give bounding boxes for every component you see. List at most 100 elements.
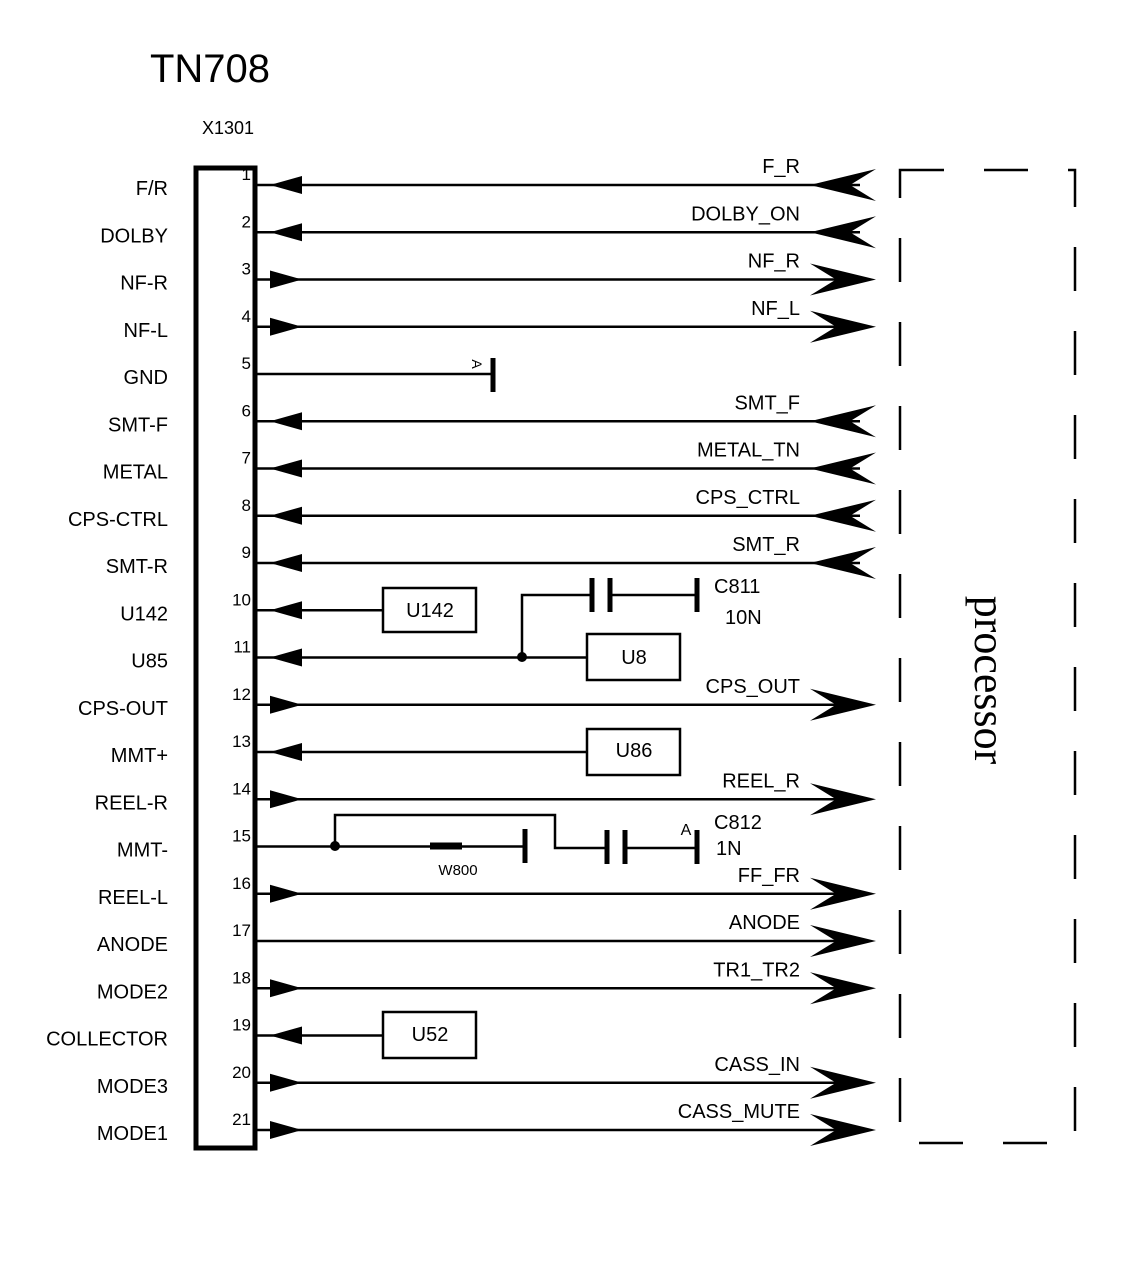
u52-label: U52 bbox=[412, 1024, 449, 1046]
pin-label: NF-R bbox=[120, 273, 168, 295]
signal-arrow bbox=[810, 547, 876, 579]
signal-label: DOLBY_ON bbox=[691, 203, 800, 225]
pin-label: U85 bbox=[131, 651, 168, 673]
signal-label: TR1_TR2 bbox=[713, 959, 800, 981]
pin-number: 13 bbox=[232, 732, 251, 751]
signal-arrow bbox=[810, 1114, 876, 1146]
pin-arrow bbox=[270, 1026, 302, 1045]
pin-label: ANODE bbox=[97, 934, 168, 956]
signal-label: REEL_R bbox=[722, 770, 800, 792]
signal-label: SMT_F bbox=[734, 392, 800, 414]
pin-label: CPS-OUT bbox=[78, 698, 168, 720]
pin-label: SMT-R bbox=[106, 556, 168, 578]
pin-label: U142 bbox=[120, 603, 168, 625]
pin-number: 8 bbox=[242, 496, 251, 515]
pin-number: 1 bbox=[242, 165, 251, 184]
signal-label: CPS_OUT bbox=[706, 676, 800, 698]
signal-arrow bbox=[810, 216, 876, 249]
pin-number: 2 bbox=[242, 212, 251, 231]
signal-label: CPS_CTRL bbox=[696, 487, 800, 509]
signal-arrow bbox=[810, 1066, 876, 1099]
signal-arrow bbox=[810, 263, 876, 296]
pin-arrow bbox=[270, 554, 302, 572]
u142-label: U142 bbox=[406, 600, 454, 622]
signal-arrow bbox=[810, 405, 876, 438]
ground-label: A bbox=[681, 822, 692, 839]
signal-arrow bbox=[810, 310, 876, 343]
pin-arrow bbox=[270, 412, 302, 431]
c812-label: C812 bbox=[714, 812, 762, 834]
processor-box bbox=[898, 168, 1077, 1145]
pin-arrow bbox=[270, 270, 302, 289]
pin-label: F/R bbox=[136, 178, 168, 200]
pin-number: 3 bbox=[242, 260, 251, 279]
pin-number: 16 bbox=[232, 874, 251, 893]
signal-arrow bbox=[810, 972, 876, 1005]
wire bbox=[520, 593, 697, 657]
pin-number: 12 bbox=[232, 685, 251, 704]
pin-label: NF-L bbox=[124, 320, 168, 342]
pin-label: MODE3 bbox=[97, 1076, 168, 1098]
pin-arrow bbox=[270, 317, 302, 336]
signal-arrow bbox=[810, 499, 876, 532]
c811-value: 10N bbox=[725, 607, 762, 629]
signal-label: NF_L bbox=[751, 298, 800, 320]
pin-number: 14 bbox=[232, 779, 251, 798]
pin-label: MMT+ bbox=[111, 745, 168, 767]
pin-arrow bbox=[270, 1073, 302, 1092]
pin-label: DOLBY bbox=[100, 225, 168, 247]
wire bbox=[333, 813, 697, 850]
pin-number: 7 bbox=[242, 449, 251, 468]
pin-arrow bbox=[270, 695, 302, 714]
pin-label: MMT- bbox=[117, 840, 168, 862]
connector-name: X1301 bbox=[202, 118, 254, 138]
signal-arrow bbox=[810, 925, 876, 957]
pin-label: METAL bbox=[103, 462, 168, 484]
w800-label: W800 bbox=[438, 862, 477, 879]
title: TN708 bbox=[150, 47, 270, 91]
signal-label: METAL_TN bbox=[697, 440, 800, 462]
pin-arrow bbox=[270, 979, 302, 998]
signal-arrow bbox=[810, 783, 876, 816]
pin-arrow bbox=[270, 176, 302, 194]
pin-label: REEL-R bbox=[95, 792, 168, 814]
u8-label: U8 bbox=[621, 647, 647, 669]
pin-number: 10 bbox=[232, 590, 251, 609]
pin-number: 6 bbox=[242, 401, 251, 420]
signal-label: CASS_IN bbox=[714, 1054, 800, 1076]
pin-arrow bbox=[270, 506, 302, 525]
pin-number: 11 bbox=[233, 638, 251, 657]
pin-number: 21 bbox=[232, 1110, 251, 1129]
pin-arrow bbox=[270, 1121, 302, 1139]
processor-label: processor bbox=[965, 596, 1014, 765]
signal-label: ANODE bbox=[729, 912, 800, 934]
pin-number: 15 bbox=[232, 827, 251, 846]
u86-label: U86 bbox=[616, 740, 653, 762]
pin-arrow bbox=[270, 743, 302, 761]
signal-label: CASS_MUTE bbox=[678, 1101, 800, 1123]
pin-number: 18 bbox=[232, 968, 251, 987]
signal-label: FF_FR bbox=[738, 865, 800, 887]
pin-number: 9 bbox=[242, 543, 251, 562]
pin-label: MODE1 bbox=[97, 1123, 168, 1145]
signal-arrow bbox=[810, 877, 876, 910]
capacitor bbox=[589, 578, 700, 612]
pin-label: SMT-F bbox=[108, 414, 168, 436]
signal-label: F_R bbox=[762, 156, 800, 178]
pin-label: MODE2 bbox=[97, 981, 168, 1003]
pin-label: GND bbox=[124, 367, 168, 389]
pin-number: 19 bbox=[232, 1016, 251, 1035]
pin-arrow bbox=[270, 601, 302, 620]
pin-number: 17 bbox=[232, 921, 251, 940]
c812-value: 1N bbox=[716, 838, 742, 860]
pin-number: 5 bbox=[242, 354, 251, 373]
pin-number: 4 bbox=[242, 307, 251, 326]
signal-label: SMT_R bbox=[732, 534, 800, 556]
signal-arrow bbox=[810, 452, 876, 485]
signal-label: NF_R bbox=[748, 251, 800, 273]
ground-label: A bbox=[469, 359, 485, 369]
pin-label: REEL-L bbox=[98, 887, 168, 909]
pin-arrow bbox=[270, 884, 302, 903]
